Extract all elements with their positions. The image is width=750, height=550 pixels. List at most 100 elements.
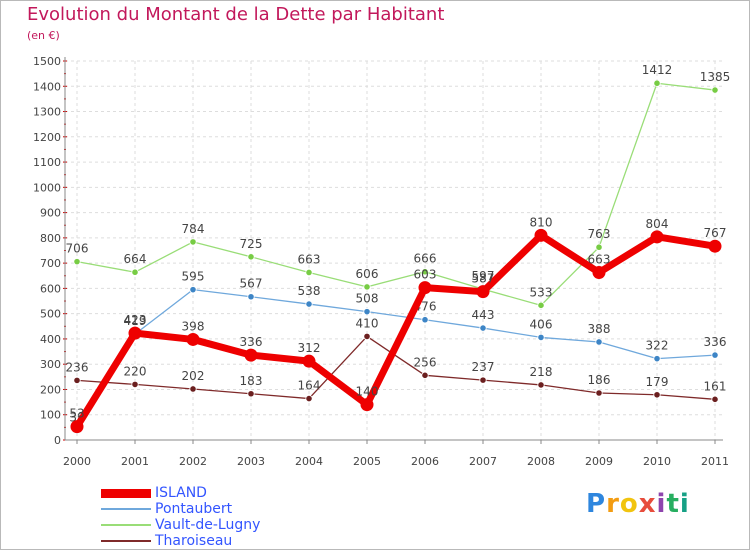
x-tick-label: 2003 [237, 455, 265, 468]
data-point-pontaubert [421, 316, 429, 324]
data-point-island [360, 398, 374, 412]
data-label-pontaubert: 595 [182, 270, 205, 284]
data-point-island [476, 285, 490, 299]
data-label-tharoiseau: 202 [182, 369, 205, 383]
y-tick-label: 1300 [33, 106, 61, 119]
y-tick-label: 600 [40, 282, 61, 295]
y-tick-label: 500 [40, 308, 61, 321]
data-point-vault-de-lugny [595, 243, 603, 251]
x-tick-label: 2001 [121, 455, 149, 468]
chart-subtitle: (en €) [27, 29, 60, 42]
data-point-tharoiseau [421, 371, 429, 379]
data-label-pontaubert: 406 [530, 317, 553, 331]
data-point-vault-de-lugny [421, 268, 429, 276]
data-point-island [592, 265, 606, 279]
data-label-island: 587 [472, 272, 495, 286]
data-point-tharoiseau [305, 394, 313, 403]
legend-swatch-island [101, 489, 151, 498]
data-label-island: 810 [530, 215, 553, 229]
data-point-vault-de-lugny [305, 268, 313, 277]
data-label-vault-de-lugny: 784 [182, 222, 205, 236]
data-label-vault-de-lugny: 597 [472, 269, 495, 283]
data-label-pontaubert: 322 [646, 339, 669, 353]
logo-letter: x [638, 489, 657, 519]
series-line-pontaubert [76, 289, 716, 432]
data-label-tharoiseau: 179 [646, 375, 669, 389]
data-point-pontaubert [711, 351, 719, 359]
legend-label-tharoiseau: Tharoiseau [155, 533, 233, 549]
data-label-tharoiseau: 256 [414, 355, 437, 369]
logo-letter: t [666, 489, 680, 519]
data-point-island [302, 354, 316, 368]
data-label-tharoiseau: 161 [704, 379, 727, 393]
data-label-vault-de-lugny: 533 [530, 285, 553, 299]
y-tick-label: 0 [54, 434, 61, 447]
chart-title: Evolution du Montant de la Dette par Hab… [27, 4, 445, 25]
y-tick-label: 1000 [33, 181, 61, 194]
data-label-pontaubert: 443 [472, 308, 495, 322]
data-point-island [418, 281, 432, 295]
data-label-tharoiseau: 220 [124, 364, 147, 378]
data-label-island: 336 [240, 335, 263, 349]
legend-swatch-pontaubert [101, 508, 151, 510]
data-point-tharoiseau [653, 391, 661, 399]
logo-letter: i [656, 489, 667, 519]
data-point-tharoiseau [247, 390, 255, 398]
data-label-pontaubert: 419 [124, 314, 147, 328]
data-point-pontaubert [479, 324, 487, 332]
data-point-island [708, 239, 722, 253]
y-tick-label: 400 [40, 333, 61, 346]
data-label-vault-de-lugny: 663 [298, 252, 321, 266]
data-point-tharoiseau [189, 385, 197, 393]
data-label-island: 398 [182, 319, 205, 333]
x-tick-label: 2004 [295, 455, 323, 468]
data-label-pontaubert: 567 [240, 277, 263, 291]
data-point-island [650, 230, 664, 244]
data-point-vault-de-lugny [537, 301, 545, 309]
data-label-tharoiseau: 237 [472, 360, 495, 374]
x-tick-label: 2002 [179, 455, 207, 468]
legend-label-vault-de-lugny: Vault-de-Lugny [155, 517, 261, 533]
data-point-vault-de-lugny [711, 86, 719, 94]
y-tick-label: 1100 [33, 156, 61, 169]
series-line-tharoiseau [76, 335, 716, 400]
data-point-pontaubert [537, 333, 545, 342]
logo-letter: o [619, 489, 639, 519]
data-point-island [186, 332, 200, 346]
data-point-vault-de-lugny [189, 238, 197, 246]
x-tick-label: 2005 [353, 455, 381, 468]
data-point-tharoiseau [479, 376, 487, 384]
x-tick-label: 2011 [701, 455, 729, 468]
x-tick-label: 2007 [469, 455, 497, 468]
data-label-island: 603 [414, 268, 437, 282]
data-point-island [128, 326, 142, 340]
x-tick-label: 2000 [63, 455, 91, 468]
logo-letter: i [679, 489, 690, 519]
data-point-pontaubert [595, 338, 603, 346]
x-tick-label: 2009 [585, 455, 613, 468]
legend-label-pontaubert: Pontaubert [155, 501, 233, 517]
data-point-tharoiseau [537, 381, 545, 389]
data-label-island: 423 [124, 313, 147, 327]
data-point-pontaubert [363, 308, 371, 316]
series-line-vault-de-lugny [76, 82, 716, 306]
data-label-vault-de-lugny: 606 [356, 267, 379, 281]
data-label-tharoiseau: 410 [356, 316, 379, 330]
logo-letter: r [606, 489, 620, 519]
data-label-tharoiseau: 218 [530, 365, 553, 379]
data-point-tharoiseau [363, 332, 371, 341]
data-label-pontaubert: 508 [356, 292, 379, 306]
proxiti-logo: Proxiti [586, 489, 690, 519]
data-label-island: 140 [356, 385, 379, 399]
data-label-pontaubert: 388 [588, 322, 611, 336]
data-label-island: 53 [69, 407, 84, 421]
y-tick-label: 200 [40, 383, 61, 396]
data-label-vault-de-lugny: 1412 [642, 63, 673, 77]
data-point-vault-de-lugny [73, 258, 81, 266]
data-point-tharoiseau [595, 389, 603, 397]
x-tick-label: 2006 [411, 455, 439, 468]
data-point-vault-de-lugny [131, 268, 139, 276]
y-tick-label: 700 [40, 257, 61, 270]
